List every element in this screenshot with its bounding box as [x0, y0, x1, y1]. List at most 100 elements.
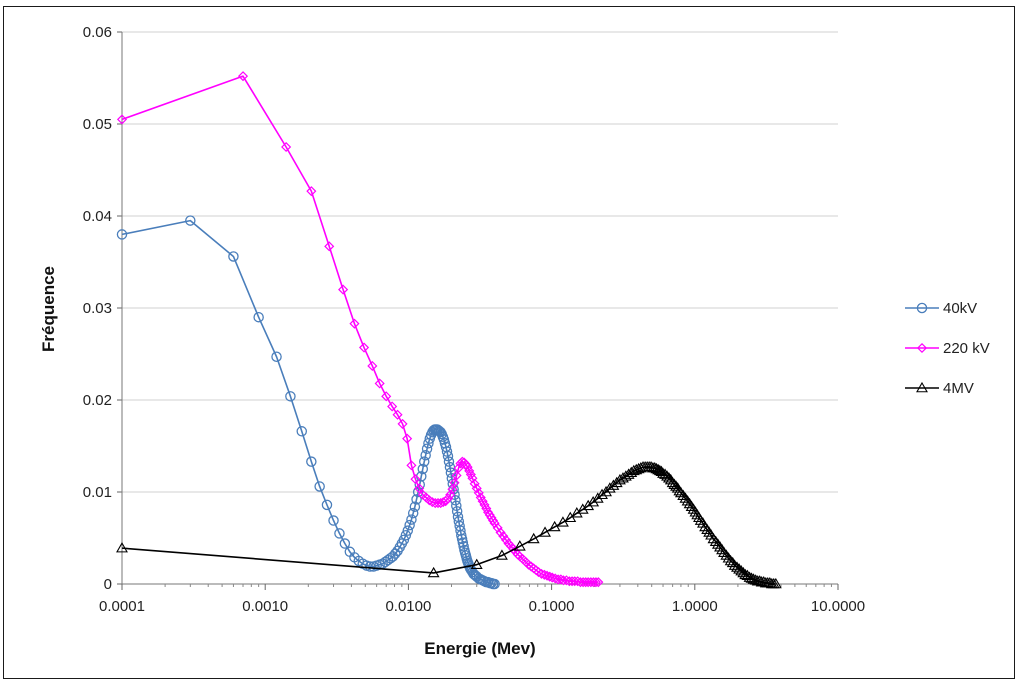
series-line [121, 219, 495, 585]
data-point [495, 549, 508, 560]
data-point [718, 546, 730, 558]
data-point [281, 141, 292, 153]
data-point [364, 561, 376, 572]
data-point [441, 446, 453, 457]
data-point [600, 485, 612, 497]
data-point [328, 515, 339, 526]
y-axis-title: Fréquence [39, 266, 58, 352]
data-point [498, 531, 509, 542]
data-point [607, 479, 620, 490]
data-point [271, 351, 282, 363]
data-point [285, 391, 296, 402]
data-point [487, 515, 499, 526]
data-point [536, 568, 547, 579]
data-point [443, 456, 455, 467]
data-point [457, 537, 469, 548]
data-point [116, 229, 128, 240]
data-point [434, 426, 445, 437]
data-point [358, 342, 370, 353]
x-tick-label: 0.0001 [99, 598, 145, 615]
data-point [338, 284, 349, 295]
data-point [659, 468, 672, 479]
data-point [367, 360, 378, 372]
data-point [306, 186, 317, 197]
x-tick-label: 1.0000 [672, 598, 718, 615]
data-point [427, 497, 438, 508]
data-point [427, 566, 440, 578]
data-point [392, 409, 403, 420]
chart-frame [3, 6, 1015, 679]
data-point [321, 499, 333, 511]
data-point [462, 462, 473, 473]
legend-label: 4MV [943, 380, 974, 397]
data-point [228, 251, 239, 262]
data-point [477, 496, 488, 507]
data-point [296, 426, 308, 437]
data-point [409, 501, 421, 512]
series-layer [116, 71, 782, 590]
data-point [707, 532, 720, 544]
data-point [407, 507, 419, 519]
data-point [406, 514, 417, 525]
legend: 40kV 220 kV 4MV [905, 300, 990, 397]
data-point [513, 540, 526, 551]
data-point [440, 496, 451, 507]
x-tick-label: 0.1000 [529, 598, 575, 615]
y-tick-label: 0.04 [83, 208, 112, 225]
gridlines [122, 31, 838, 493]
data-point [417, 463, 429, 475]
data-point [421, 443, 433, 455]
x-axis-title: Energie (Mev) [424, 639, 535, 658]
data-point [473, 487, 484, 498]
data-point [374, 378, 385, 389]
data-point [661, 470, 673, 481]
data-point [455, 525, 466, 536]
legend-label: 220 kV [943, 340, 990, 357]
data-point [569, 576, 580, 587]
data-point [733, 563, 746, 574]
data-point [471, 483, 482, 494]
data-point [456, 529, 467, 541]
y-tick-label: 0.06 [83, 24, 112, 41]
data-point [402, 525, 414, 536]
data-point [418, 456, 430, 467]
data-point [652, 463, 665, 475]
data-point [547, 572, 558, 583]
data-point [387, 401, 398, 412]
axes: 0 0.01 0.02 0.03 0.04 0.05 0.06 0.0001 0.0010 0.0… [83, 24, 865, 615]
data-point [550, 573, 561, 584]
data-point [735, 565, 748, 576]
data-point [339, 538, 351, 549]
data-point [442, 493, 454, 504]
data-point [442, 450, 454, 462]
data-point [479, 499, 490, 510]
data-point [548, 520, 561, 532]
data-point [306, 456, 317, 467]
data-point [741, 569, 754, 581]
data-point [481, 503, 492, 514]
data-point [527, 532, 540, 544]
data-point [464, 465, 475, 476]
data-point [185, 215, 196, 226]
data-point [561, 575, 572, 586]
data-point [645, 461, 658, 472]
data-point [404, 519, 415, 531]
data-point [603, 482, 616, 493]
data-point [406, 460, 417, 471]
data-point [470, 558, 483, 569]
data-point [613, 473, 626, 485]
data-point [324, 241, 335, 252]
data-point [410, 474, 421, 485]
data-point [539, 569, 550, 580]
data-point [381, 391, 392, 402]
legend-swatch-marker [916, 381, 928, 393]
data-point [475, 492, 486, 503]
data-point [544, 571, 555, 582]
data-point [349, 318, 360, 329]
x-tick-label: 0.0100 [385, 598, 431, 615]
y-tick-label: 0 [104, 576, 112, 593]
data-point [314, 481, 325, 492]
series-4mv [116, 461, 782, 589]
data-point [398, 534, 410, 546]
